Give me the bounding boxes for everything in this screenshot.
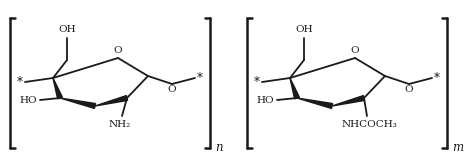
Text: O: O xyxy=(351,46,359,55)
Text: NHCOCH₃: NHCOCH₃ xyxy=(341,120,397,129)
Text: *: * xyxy=(197,72,203,84)
Polygon shape xyxy=(60,98,96,108)
Polygon shape xyxy=(297,98,333,108)
Polygon shape xyxy=(290,78,300,99)
Text: HO: HO xyxy=(256,95,274,105)
Text: n: n xyxy=(215,141,223,154)
Text: *: * xyxy=(254,76,260,88)
Text: O: O xyxy=(405,85,413,94)
Text: *: * xyxy=(434,72,440,84)
Text: m: m xyxy=(452,141,463,154)
Text: O: O xyxy=(114,46,122,55)
Text: NH₂: NH₂ xyxy=(109,120,131,129)
Polygon shape xyxy=(332,96,365,106)
Text: *: * xyxy=(17,76,23,88)
Text: OH: OH xyxy=(58,25,76,34)
Text: O: O xyxy=(168,85,176,94)
Text: HO: HO xyxy=(19,95,37,105)
Text: OH: OH xyxy=(295,25,313,34)
Polygon shape xyxy=(53,78,63,99)
Polygon shape xyxy=(95,96,128,106)
